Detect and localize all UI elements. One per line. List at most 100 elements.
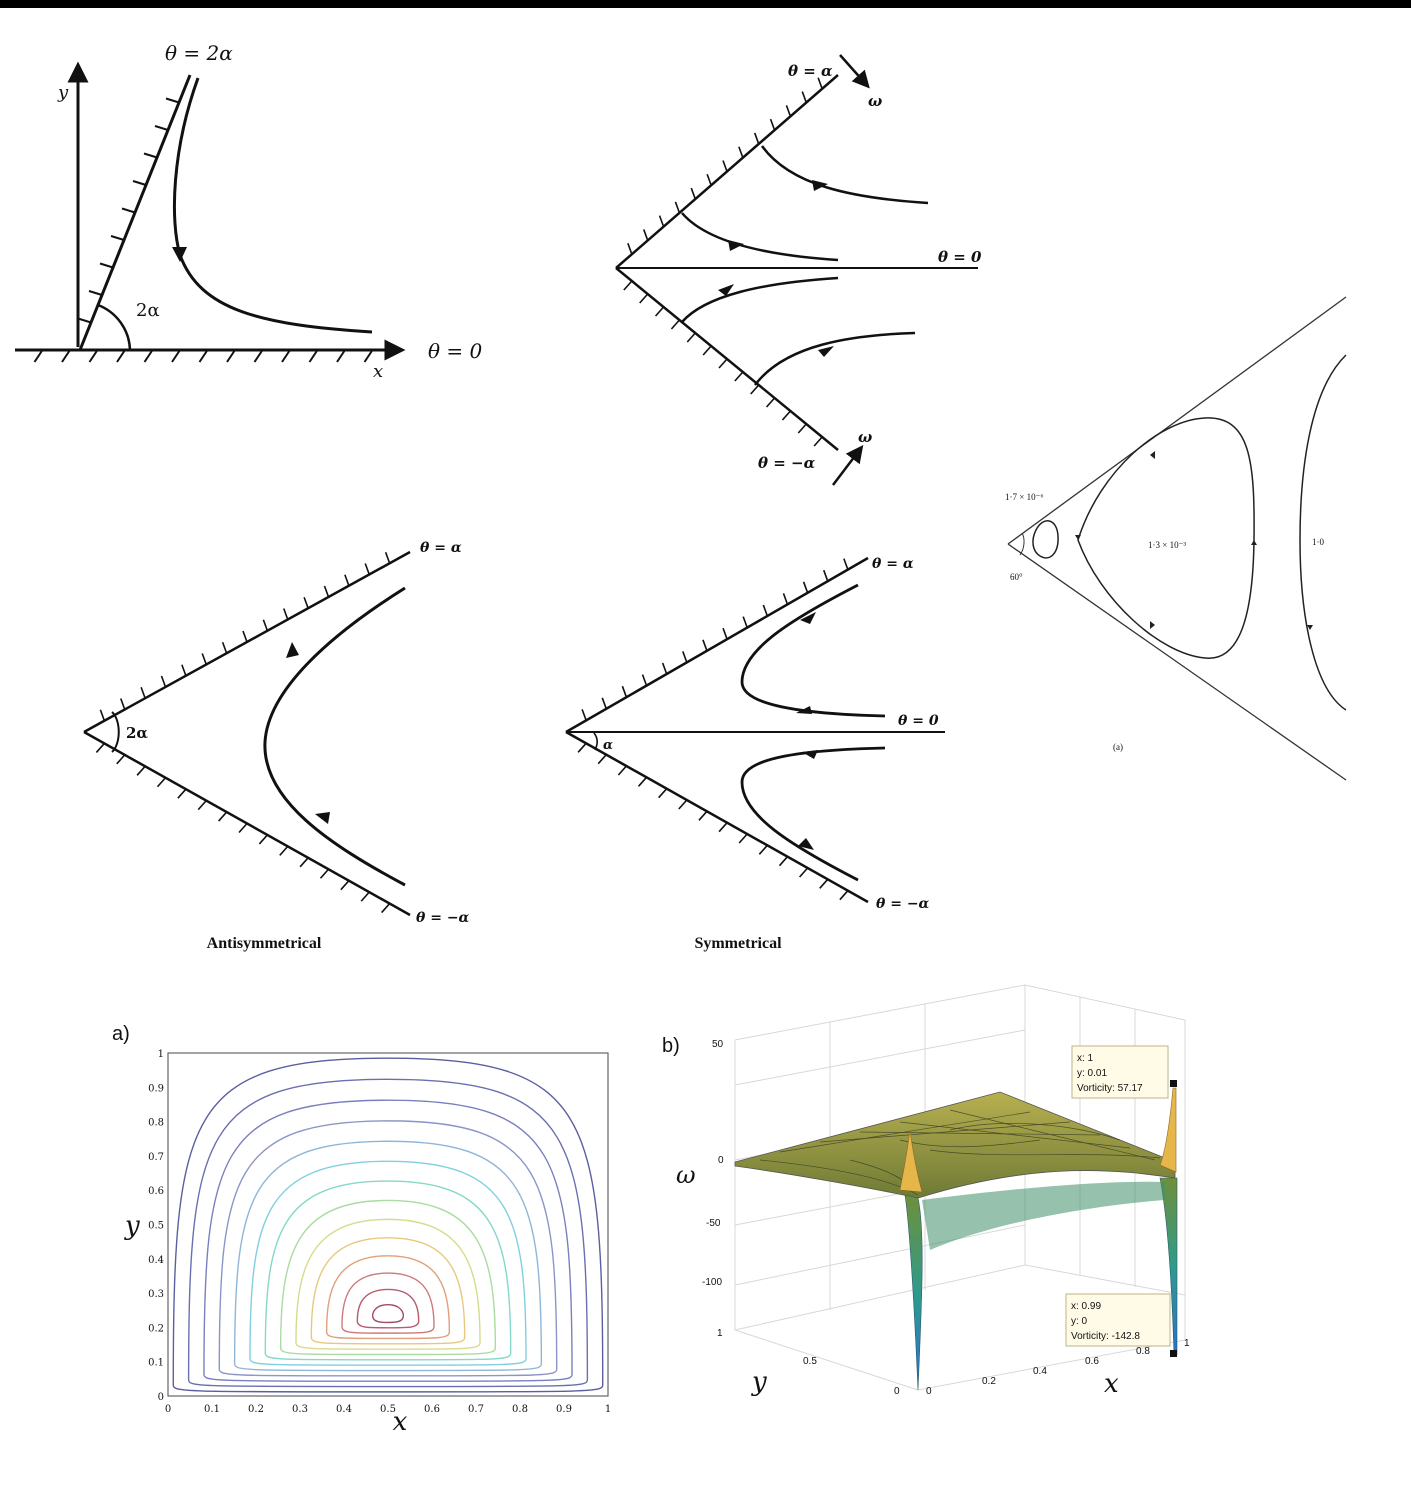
inclined-wall-hatching (77, 97, 180, 324)
streamline (263, 586, 406, 887)
hatch-mark (738, 146, 744, 158)
hatch-mark (99, 262, 114, 269)
hatch-mark (718, 822, 728, 833)
hatch-mark (762, 604, 769, 617)
omega-top-label: ω (868, 92, 882, 110)
arrow-1 (812, 180, 828, 191)
contour-line (371, 1303, 405, 1324)
upper-boundary (1007, 296, 1347, 545)
hatch-mark (742, 616, 748, 628)
theta-top-label: θ = 2α (165, 41, 233, 65)
hatch-mark (340, 880, 350, 891)
x-tick-label: 0.8 (512, 1404, 528, 1415)
x-tick-0: 0 (926, 1386, 932, 1397)
x-axis-label: x (373, 361, 383, 382)
streamline-arrow (172, 247, 187, 262)
y-tick-label: 0.9 (148, 1083, 164, 1094)
theta-mid-label: θ = 0 (898, 713, 939, 729)
surface-front-face (922, 1181, 1165, 1250)
upper-wall-hatching (581, 558, 849, 721)
hatch-mark (364, 563, 371, 575)
hatch-mark (279, 845, 289, 856)
middle-eddy-label: 1·3 × 10⁻³ (1148, 540, 1186, 550)
hatch-mark (363, 349, 374, 363)
hatch-mark (201, 653, 208, 665)
hatch-mark (785, 105, 792, 117)
hatch-mark (690, 187, 697, 200)
inner-eddy-label: 1·7 × 10⁻⁶ (1005, 492, 1043, 502)
hatch-mark (642, 229, 649, 241)
surface-spike-left (904, 1194, 923, 1391)
eddy-arrow-2 (1150, 621, 1155, 629)
hatch-mark (282, 608, 289, 620)
hatch-mark (121, 207, 136, 214)
surface-mesh-lines (759, 1109, 1161, 1196)
outer-arrow (1307, 625, 1313, 630)
hatch-mark (110, 235, 125, 241)
hatch-mark (116, 754, 126, 765)
hatch-mark (839, 890, 849, 901)
hatch-mark (702, 345, 712, 356)
x-tick-label: 0.5 (380, 1404, 396, 1415)
y-tick-label: 0.6 (148, 1186, 164, 1197)
y-tick-label: 0.4 (148, 1255, 164, 1266)
hatch-mark (154, 125, 169, 131)
theta-bottom-label: θ = −α (876, 896, 930, 912)
z-axis-label: ω (676, 1161, 696, 1189)
datatip-top-y: y: 0.01 (1077, 1068, 1107, 1079)
subplot-label: a) (112, 1023, 130, 1045)
y-tick-label: 0.2 (148, 1323, 164, 1334)
x-tick-label: 0.3 (292, 1404, 308, 1415)
hatch-mark (797, 423, 807, 434)
hatch-mark (88, 290, 103, 296)
datatip-bottom-vorticity: Vorticity: -142.8 (1071, 1331, 1140, 1342)
hatch-mark (674, 201, 681, 214)
contour-line (172, 1057, 604, 1393)
streamline-4 (754, 331, 916, 386)
hatch-mark (238, 822, 248, 834)
hatch-mark (197, 800, 207, 811)
hatch-mark (722, 627, 728, 640)
hatch-mark (621, 685, 628, 698)
x-tick-label: 0.7 (468, 1404, 484, 1415)
hatch-mark (698, 810, 708, 821)
hatch-mark (577, 742, 587, 753)
angle-arc (593, 732, 598, 751)
hatch-mark (299, 857, 309, 868)
hatch-mark (258, 834, 268, 845)
angle-arc (1019, 532, 1025, 556)
x-axis-label: x (1104, 1369, 1119, 1399)
contour-line (187, 1078, 589, 1388)
hatch-mark (706, 174, 712, 186)
streamline-3 (681, 276, 839, 323)
hatch-mark (160, 675, 167, 688)
hatch-mark (221, 641, 228, 654)
hatch-mark (750, 384, 760, 395)
y-axis-label: y (57, 82, 69, 103)
hatch-mark (678, 799, 688, 810)
panel-caption: Symmetrical (694, 935, 782, 952)
hatch-mark (308, 349, 319, 363)
y-tick-label: 0.7 (148, 1152, 164, 1163)
hatch-mark (718, 358, 728, 369)
angle-label: 2α (136, 300, 160, 321)
hatch-mark (781, 410, 792, 421)
x-tick-0-2: 0.2 (982, 1376, 996, 1387)
panel-corner-flow-2alpha: y x 2α θ = 2α θ = 0 (15, 41, 483, 382)
outer-label: 1·0 (1312, 537, 1324, 547)
hatch-mark (801, 91, 808, 103)
theta-top-label: θ = α (872, 556, 914, 572)
hatch-mark (758, 844, 768, 855)
hatch-mark (581, 709, 587, 721)
y-axis-label: y (124, 1211, 140, 1241)
datatip-top (1071, 1045, 1169, 1099)
hatch-mark (843, 558, 849, 570)
arrow-4 (798, 838, 814, 850)
x-tick-label: 0.6 (424, 1404, 440, 1415)
hatch-mark (639, 293, 649, 304)
hatch-mark (132, 180, 147, 186)
lower-wall-hatching (623, 280, 823, 447)
angle-label: 2α (126, 724, 148, 742)
hatch-mark (177, 788, 187, 799)
contour-line (233, 1140, 543, 1372)
